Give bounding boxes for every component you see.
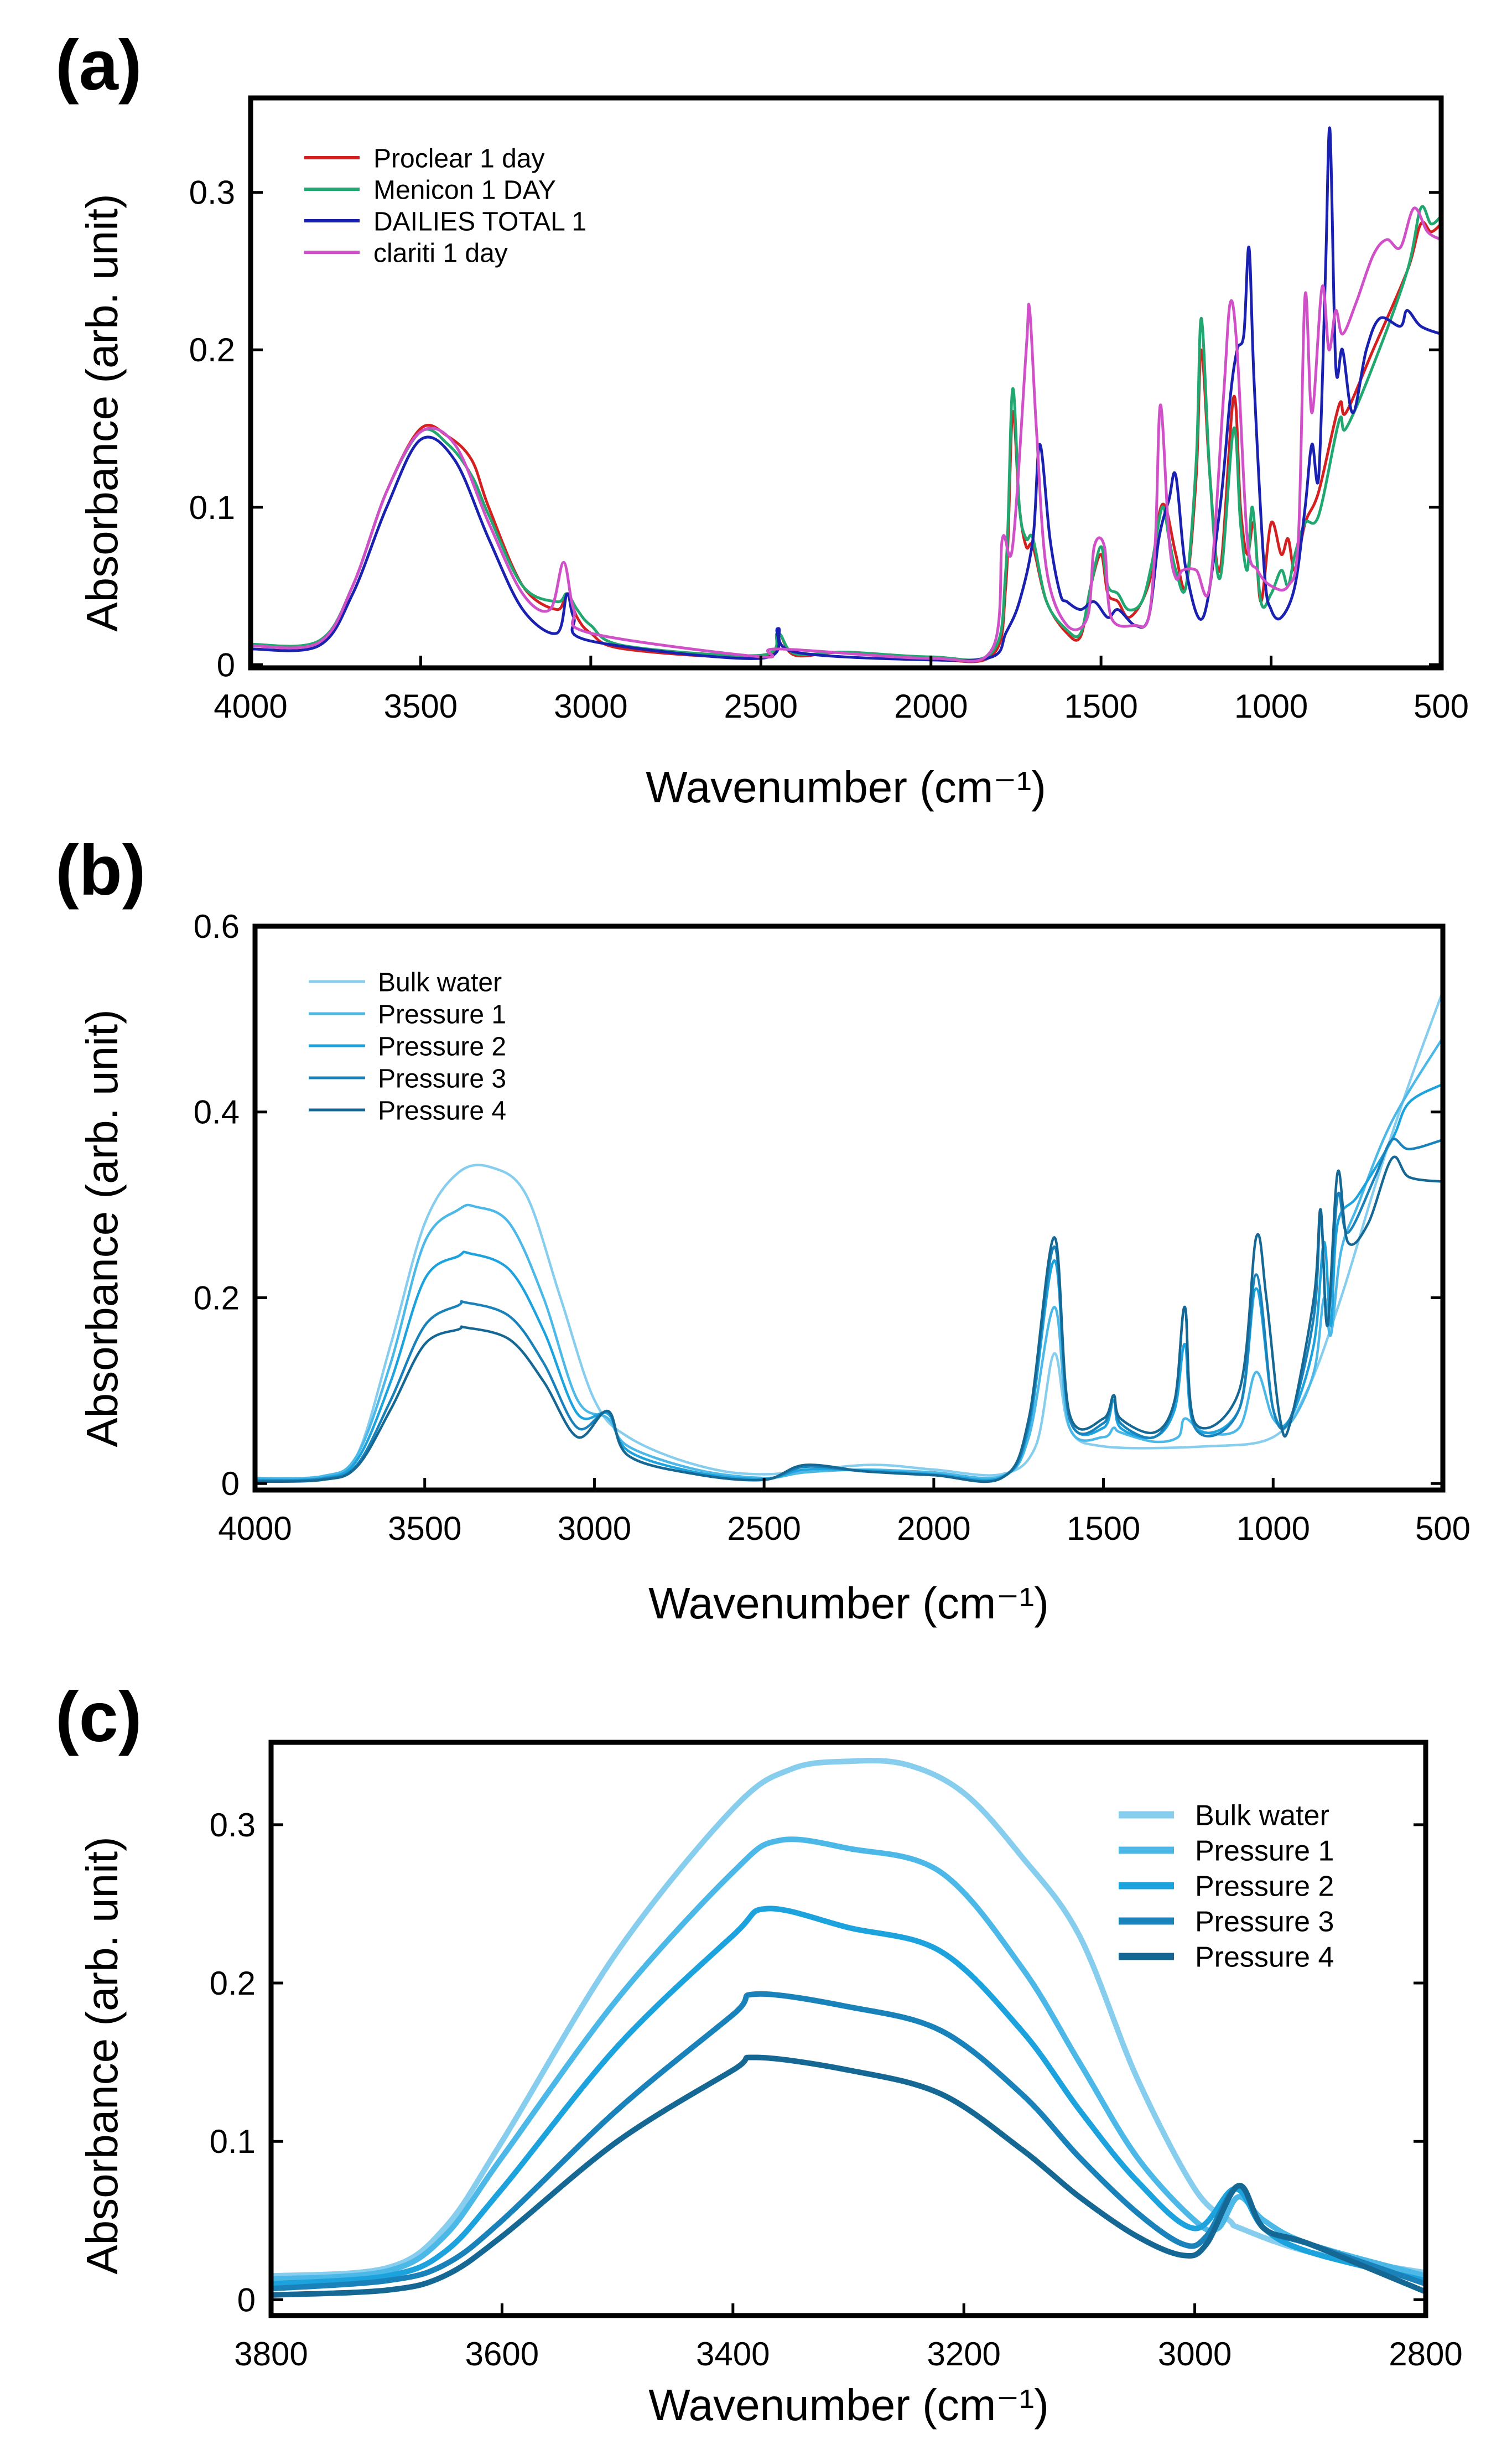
y-tick-label-b: 0.6 [194,908,240,945]
y-tick-label-a: 0.1 [189,489,235,526]
series-line-b-1 [255,1037,1443,1480]
legend-label-b: Pressure 2 [378,1032,506,1061]
panel-a-letter: (a) [55,26,142,105]
y-tick-label-b: 0.2 [194,1279,240,1316]
x-tick-label-c: 3800 [234,2335,308,2373]
y-tick-label-a: 0.3 [189,174,235,211]
x-tick-label-b: 2500 [727,1510,801,1547]
panel-a-x-axis-label: Wavenumber (cm⁻¹) [646,762,1046,812]
legend-label-a: Proclear 1 day [373,144,545,173]
y-tick-label-c: 0.3 [210,1807,256,1844]
y-tick-label-c: 0.2 [210,1965,256,2002]
x-tick-label-a: 1000 [1234,688,1308,725]
y-tick-label-b: 0 [221,1465,240,1502]
x-tick-label-a: 500 [1414,688,1469,725]
series-line-a-3 [251,206,1441,663]
legend-label-b: Pressure 3 [378,1064,506,1093]
x-tick-label-c: 3600 [465,2335,539,2373]
y-tick-label-a: 0 [217,646,235,683]
y-tick-label-c: 0 [237,2281,256,2318]
panel-c-letter: (c) [55,1678,142,1757]
legend-label-b: Bulk water [378,968,502,997]
series-line-b-3 [255,1138,1443,1483]
series-line-a-0 [251,221,1441,663]
legend-label-b: Pressure 1 [378,1000,506,1029]
legend-label-a: DAILIES TOTAL 1 [373,207,586,236]
x-tick-label-c: 3200 [927,2335,1000,2373]
series-line-c-1 [271,1836,1426,2282]
x-tick-label-a: 2500 [724,688,798,725]
x-tick-label-c: 3000 [1158,2335,1232,2373]
legend-label-c: Pressure 4 [1195,1942,1334,1974]
panel-c-x-axis-label: Wavenumber (cm⁻¹) [648,2380,1049,2430]
y-tick-label-c: 0.1 [210,2123,256,2160]
series-line-c-3 [271,1991,1426,2292]
x-tick-label-a: 2000 [894,688,968,725]
series-line-c-4 [271,2054,1426,2298]
x-tick-label-b: 3000 [558,1510,631,1547]
x-tick-label-a: 1500 [1064,688,1137,725]
x-tick-label-c: 3400 [696,2335,770,2373]
panel-b-letter: (b) [55,831,146,910]
x-tick-label-a: 4000 [214,688,287,725]
x-tick-label-b: 1000 [1236,1510,1310,1547]
legend-label-c: Pressure 1 [1195,1835,1334,1867]
panel-c-y-axis-label: Absorbance (arb. unit) [77,1836,127,2275]
legend-label-a: Menicon 1 DAY [373,175,556,205]
x-tick-label-b: 500 [1415,1510,1471,1547]
panel-b-y-axis-label: Absorbance (arb. unit) [77,1009,127,1447]
x-tick-label-a: 3000 [554,688,627,725]
plot-frame-b [252,923,1446,1493]
x-tick-label-a: 3500 [384,688,458,725]
panel-b-x-axis-label: Wavenumber (cm⁻¹) [648,1579,1049,1628]
x-tick-label-c: 2800 [1389,2335,1462,2373]
legend-label-c: Bulk water [1195,1800,1329,1832]
legend-label-a: clariti 1 day [373,238,508,268]
plot-frame-a [248,95,1444,671]
legend-label-b: Pressure 4 [378,1096,506,1125]
x-tick-label-b: 3500 [388,1510,461,1547]
y-tick-label-b: 0.4 [194,1094,240,1131]
plot-frame-c [268,1740,1428,2318]
legend-label-c: Pressure 3 [1195,1906,1334,1938]
series-line-b-4 [255,1155,1443,1483]
x-tick-label-b: 1500 [1067,1510,1140,1547]
y-tick-label-a: 0.2 [189,331,235,368]
x-tick-label-b: 4000 [218,1510,292,1547]
x-tick-label-b: 2000 [897,1510,970,1547]
legend-label-c: Pressure 2 [1195,1871,1334,1903]
